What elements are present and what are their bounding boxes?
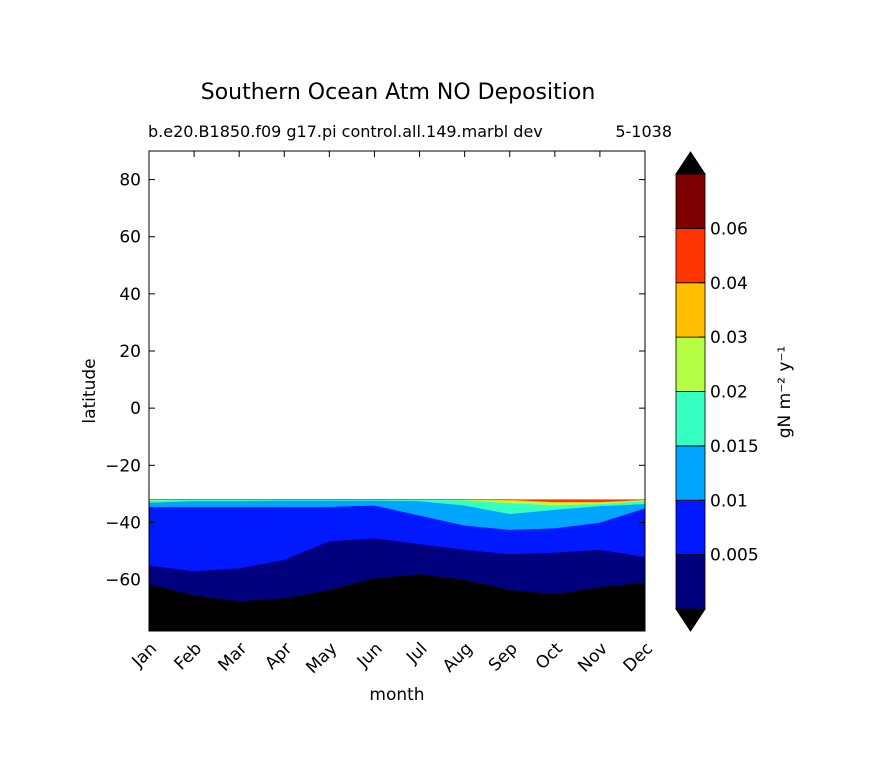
colorbar-extend-max <box>675 151 706 175</box>
colorbar-extend-min <box>675 608 706 632</box>
colorbar-tick-label: 0.02 <box>710 383 748 403</box>
colorbar-label: gN m⁻² y⁻¹ <box>775 346 795 439</box>
colorbar-segment <box>675 391 706 447</box>
colorbar-segment <box>675 282 706 338</box>
y-tick-label: 40 <box>119 285 141 305</box>
x-tick-label: May <box>302 639 341 678</box>
contour-plot-area <box>148 499 646 632</box>
x-tick-label: Sep <box>485 639 522 676</box>
x-tick-label: Jun <box>353 639 387 673</box>
y-tick-label: 20 <box>119 342 141 362</box>
colorbar: 0.005 0.01 0.015 0.02 0.03 0.04 0.06 <box>675 151 759 632</box>
colorbar-tick-label: 0.03 <box>710 328 748 348</box>
y-axis-label: latitude <box>80 358 100 423</box>
chart-title: Southern Ocean Atm NO Deposition <box>201 80 596 105</box>
x-tick-label: Oct <box>532 639 567 674</box>
y-tick-label: −40 <box>105 513 141 533</box>
colorbar-tick-label: 0.06 <box>710 219 748 239</box>
colorbar-tick-label: 0.005 <box>710 546 759 566</box>
colorbar-segment <box>675 499 706 556</box>
colorbar-segment <box>675 554 706 610</box>
x-tick-label: Nov <box>574 639 612 677</box>
x-tick-label: Jan <box>128 639 161 672</box>
x-tick-label: Jul <box>402 639 431 668</box>
x-axis-label: month <box>369 685 424 705</box>
plot-frame <box>148 150 646 632</box>
colorbar-tick-label: 0.04 <box>710 274 748 294</box>
x-tick-label: Apr <box>261 639 296 674</box>
colorbar-segment <box>675 445 706 501</box>
colorbar-segment <box>675 336 706 392</box>
y-tick-label: 60 <box>119 228 141 248</box>
y-tick-label: 80 <box>119 171 141 191</box>
x-tick-label: Dec <box>620 639 657 676</box>
chart-subtitle-left: b.e20.B1850.f09 g17.pi control.all.149.m… <box>148 122 543 141</box>
y-tick-label: 0 <box>130 399 141 419</box>
y-tick-label: −20 <box>105 456 141 476</box>
y-tick-label: −60 <box>105 571 141 591</box>
colorbar-segment <box>675 173 706 229</box>
chart-subtitle-right: 5-1038 <box>615 122 672 141</box>
x-tick-label: Mar <box>214 639 251 676</box>
y-axis: 80 60 40 20 0 −20 −40 −60 <box>105 171 645 591</box>
x-tick-label: Feb <box>171 639 206 674</box>
colorbar-segment <box>675 227 706 284</box>
x-tick-label: Aug <box>439 639 477 677</box>
colorbar-tick-label: 0.01 <box>710 491 748 511</box>
colorbar-tick-label: 0.015 <box>710 437 759 457</box>
